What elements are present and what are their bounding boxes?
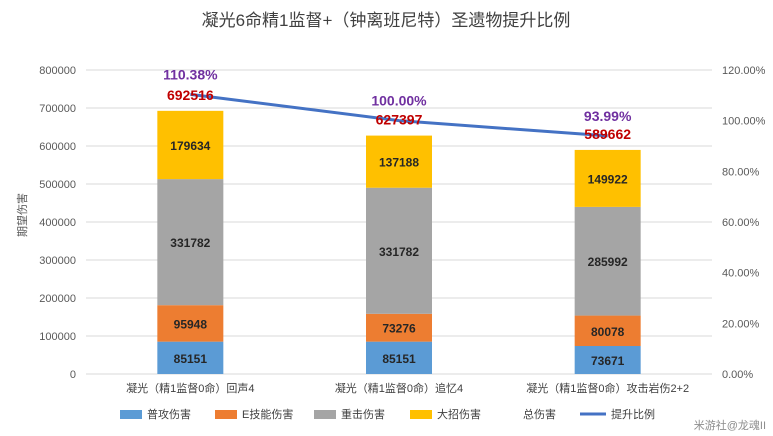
- left-tick-label: 400000: [39, 217, 76, 229]
- segment-value-label: 73276: [382, 322, 416, 336]
- right-tick-label: 100.00%: [722, 116, 766, 128]
- ratio-value-label: 110.38%: [163, 66, 218, 82]
- segment-value-label: 285992: [588, 255, 628, 269]
- bar-segment: [574, 206, 641, 316]
- legend-label: E技能伤害: [242, 407, 293, 421]
- legend-swatch: [314, 410, 336, 419]
- ratio-value-label: 93.99%: [584, 108, 632, 124]
- segment-value-label: 179634: [170, 139, 210, 153]
- left-tick-label: 0: [70, 369, 76, 381]
- bar-segment: [157, 110, 224, 180]
- right-tick-label: 120.00%: [722, 65, 766, 77]
- left-axis: 0 100000 200000 300000 400000 500000 600000 700…: [39, 65, 76, 381]
- total-value-label: 627397: [376, 112, 423, 128]
- segment-value-label: 73671: [591, 354, 625, 368]
- y-axis-label: 期望伤害: [15, 193, 29, 237]
- category-labels: 凝光（精1监督0命）回声4 凝光（精1监督0命）追忆4 凝光（精1监督0命）攻击岩伤…: [126, 381, 689, 395]
- category-label: 凝光（精1监督0命）攻击岩伤2+2: [526, 381, 689, 395]
- bar-segment: [574, 149, 641, 207]
- segment-value-label: 95948: [174, 317, 208, 331]
- right-tick-label: 0.00%: [722, 369, 753, 381]
- bar-segment: [157, 179, 224, 306]
- bar-segment: [157, 305, 224, 342]
- category-label: 凝光（精1监督0命）追忆4: [335, 381, 463, 395]
- chart-title: 凝光6命精1监督+（钟离班尼特）圣遗物提升比例: [202, 11, 571, 30]
- segment-value-label: 137188: [379, 156, 419, 170]
- legend-label: 大招伤害: [437, 407, 481, 421]
- left-tick-label: 700000: [39, 103, 76, 115]
- ratio-value-label: 100.00%: [371, 93, 427, 109]
- left-tick-label: 800000: [39, 65, 76, 77]
- data-labels: 85151 95948 331782 179634 692516 85151 73276 33…: [163, 66, 632, 368]
- legend-swatch: [215, 410, 237, 419]
- total-value-label: 692516: [167, 87, 214, 103]
- legend-label: 提升比例: [611, 407, 655, 421]
- right-axis: 0.00% 20.00% 40.00% 60.00% 80.00% 100.00% 120.…: [722, 65, 766, 381]
- watermark: 米游社@龙魂II: [694, 418, 766, 432]
- segment-value-label: 85151: [382, 352, 416, 366]
- segment-value-label: 85151: [174, 352, 208, 366]
- left-tick-label: 100000: [39, 331, 76, 343]
- segment-value-label: 331782: [379, 245, 419, 259]
- ratio-line-layer: [190, 92, 608, 138]
- bar-segment: [157, 341, 224, 374]
- legend-swatch: [410, 410, 432, 419]
- left-tick-label: 500000: [39, 179, 76, 191]
- segment-value-label: 331782: [170, 236, 210, 250]
- legend-label: 重击伤害: [341, 407, 385, 421]
- left-tick-label: 200000: [39, 293, 76, 305]
- bar-segment: [366, 135, 432, 188]
- right-tick-label: 20.00%: [722, 318, 760, 330]
- right-tick-label: 40.00%: [722, 268, 760, 280]
- bar-stacks: [157, 110, 641, 374]
- segment-value-label: 149922: [588, 172, 628, 186]
- ratio-line: [190, 92, 608, 138]
- segment-value-label: 80078: [591, 325, 625, 339]
- total-value-label: 589662: [584, 126, 631, 142]
- legend-label: 总伤害: [523, 407, 556, 421]
- right-tick-label: 60.00%: [722, 217, 760, 229]
- bar-segment: [366, 313, 432, 342]
- category-label: 凝光（精1监督0命）回声4: [126, 381, 254, 395]
- bar-segment: [574, 346, 641, 374]
- bar-segment: [366, 341, 432, 374]
- legend-label: 普攻伤害: [147, 407, 191, 421]
- right-tick-label: 80.00%: [722, 166, 760, 178]
- legend: 普攻伤害 E技能伤害 重击伤害 大招伤害 总伤害 提升比例: [120, 407, 655, 421]
- bar-segment: [366, 187, 432, 314]
- legend-swatch: [120, 410, 142, 419]
- bar-segment: [574, 315, 641, 347]
- left-tick-label: 600000: [39, 141, 76, 153]
- left-tick-label: 300000: [39, 255, 76, 267]
